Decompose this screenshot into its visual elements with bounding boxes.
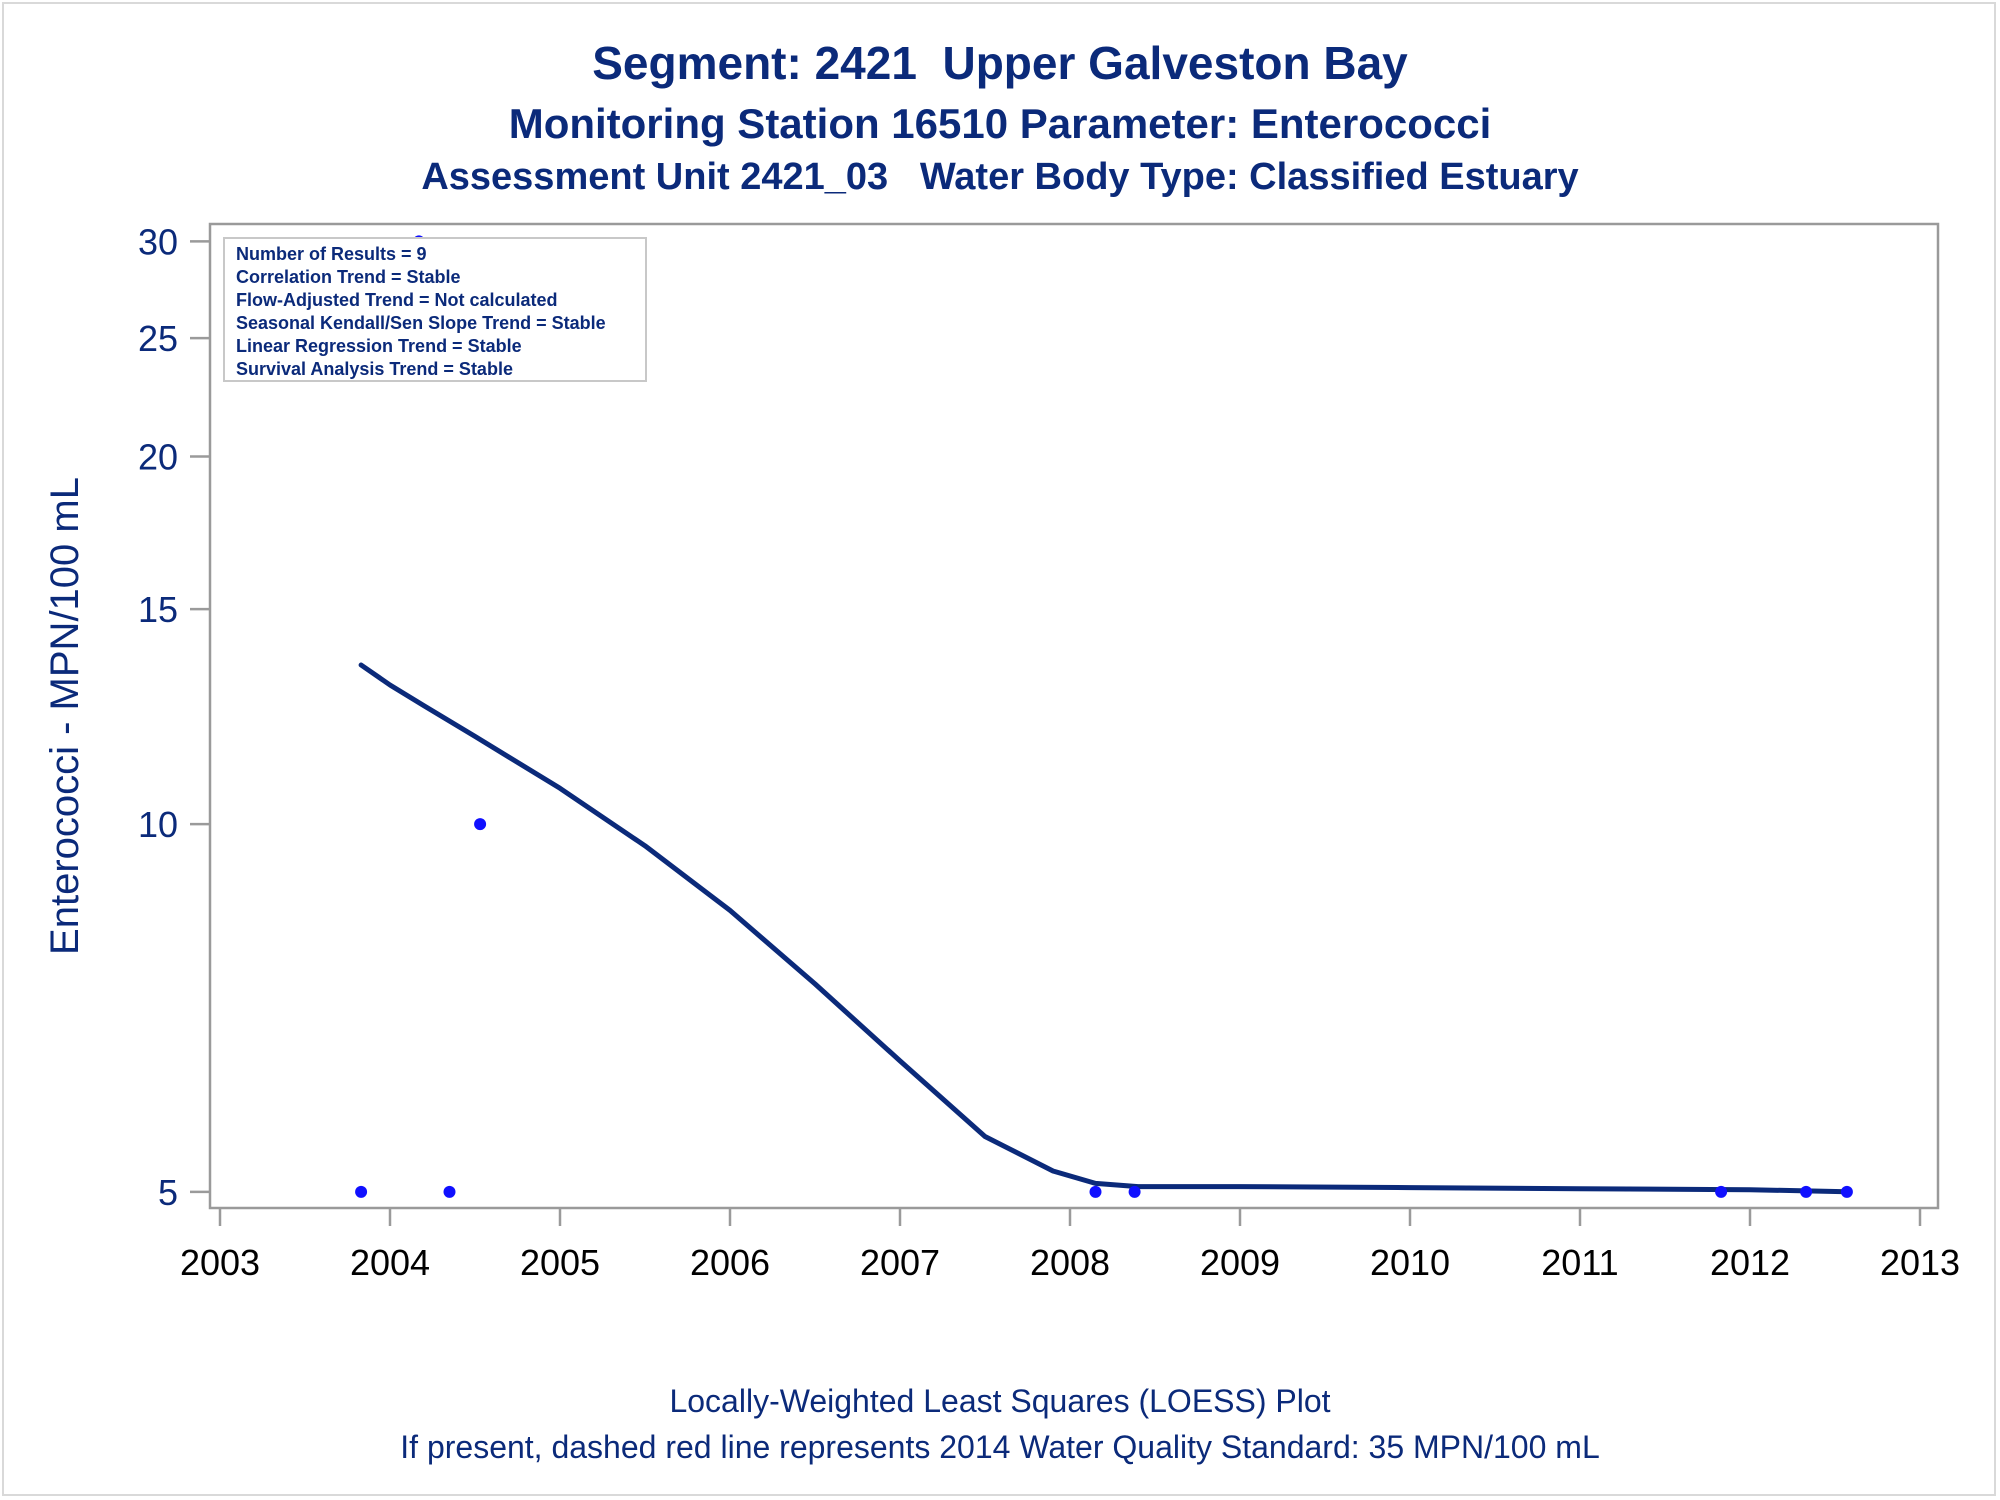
x-axis: 2003 2004 2005 2006 2007 2008 2009 2010 2011 2012… [180,1208,1960,1283]
x-tick-label: 2011 [1541,1242,1618,1283]
chart-title: Segment: 2421 Upper Galveston Bay [592,37,1408,89]
footnote-loess: Locally-Weighted Least Squares (LOESS) P… [669,1383,1331,1419]
stats-line: Flow-Adjusted Trend = Not calculated [236,290,558,310]
y-tick-label: 5 [158,1172,178,1213]
y-tick-label: 15 [138,589,178,630]
stats-line: Survival Analysis Trend = Stable [236,359,513,379]
x-tick-label: 2004 [350,1242,430,1283]
x-tick-label: 2005 [520,1242,600,1283]
stats-line: Number of Results = 9 [236,244,427,264]
y-tick-label: 25 [138,318,178,359]
x-tick-label: 2010 [1370,1242,1450,1283]
chart-subtitle: Monitoring Station 16510 Parameter: Ente… [508,100,1492,147]
stats-legend-box: Number of Results = 9 Correlation Trend =… [223,237,647,382]
data-point [1089,1185,1102,1198]
loess-layer [358,662,1850,1195]
x-tick-label: 2008 [1030,1242,1110,1283]
x-tick-label: 2013 [1880,1242,1960,1283]
data-point [474,818,487,831]
x-tick-label: 2009 [1200,1242,1280,1283]
plot-area-border [208,222,1940,1210]
x-tick-label: 2007 [860,1242,940,1283]
y-axis-title: Enterococci - MPN/100 mL [43,477,87,955]
y-axis: 5 10 15 20 25 30 [138,221,210,1213]
data-point [1128,1185,1141,1198]
data-point [443,1185,456,1198]
x-tick-label: 2003 [180,1242,260,1283]
data-point [1800,1185,1813,1198]
data-point [1840,1185,1853,1198]
stats-line: Linear Regression Trend = Stable [236,336,522,356]
chart-subtitle-2: Assessment Unit 2421_03 Water Body Type:… [421,156,1579,198]
data-point [355,1185,368,1198]
x-tick-label: 2012 [1710,1242,1790,1283]
data-point [1715,1185,1728,1198]
stats-box-border [223,237,647,382]
loess-line [358,662,1850,1195]
stats-line: Seasonal Kendall/Sen Slope Trend = Stabl… [236,313,606,333]
y-tick-label: 30 [138,221,178,262]
x-tick-label: 2006 [690,1242,770,1283]
y-tick-label: 20 [138,436,178,477]
y-tick-label: 10 [138,804,178,845]
stats-line: Correlation Trend = Stable [236,267,461,287]
footnote-standard: If present, dashed red line represents 2… [400,1429,1600,1465]
